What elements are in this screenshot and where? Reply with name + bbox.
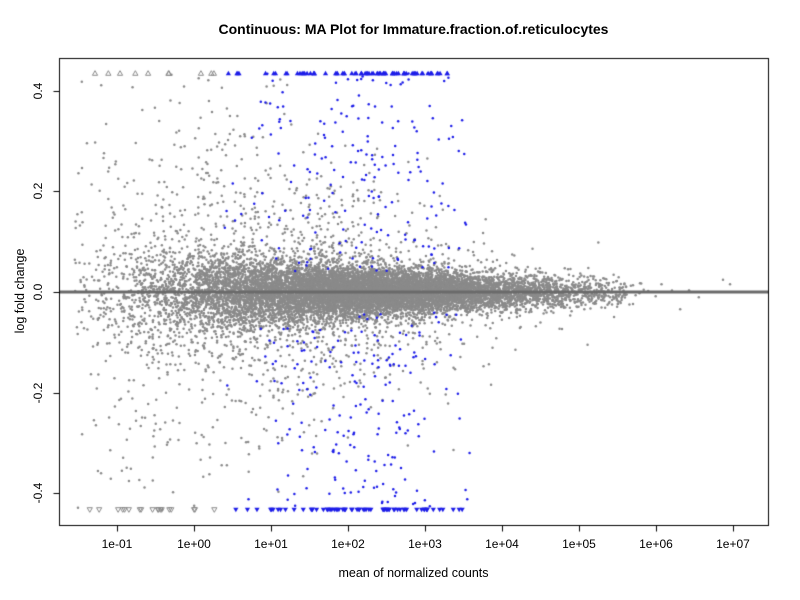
y-tick-label: 0.2 (31, 183, 45, 200)
x-tick-label: 1e+03 (408, 537, 442, 551)
x-tick-label: 1e+07 (716, 537, 750, 551)
x-tick-label: 1e+06 (639, 537, 673, 551)
y-tick-label: -0.4 (31, 482, 45, 504)
x-axis-label: mean of normalized counts (338, 566, 489, 580)
x-tick-label: 1e+04 (485, 537, 519, 551)
y-tick-label: 0.0 (31, 283, 45, 301)
y-tick-label: -0.2 (31, 382, 45, 403)
x-tick-label: 1e-01 (101, 537, 133, 551)
x-tick-label: 1e+00 (177, 537, 211, 551)
y-tick-label: 0.4 (31, 82, 45, 100)
chart-title: Continuous: MA Plot for Immature.fractio… (218, 21, 609, 37)
y-axis-label: log fold change (13, 248, 27, 334)
x-tick-label: 1e+01 (254, 537, 288, 551)
x-tick-label: 1e+05 (562, 537, 596, 551)
x-tick-label: 1e+02 (331, 537, 365, 551)
